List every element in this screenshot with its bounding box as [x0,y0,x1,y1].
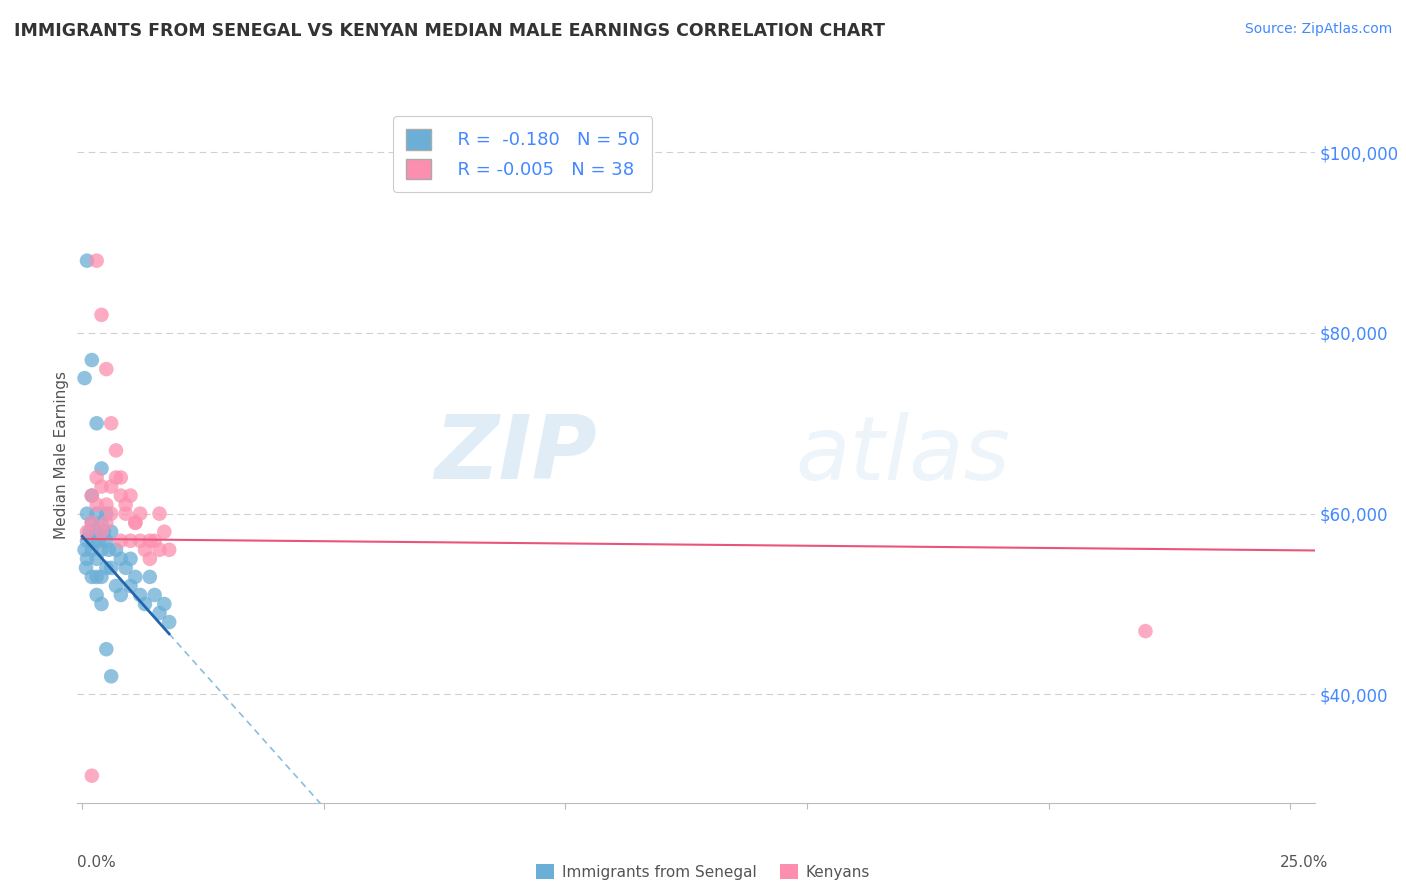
Point [96,642,118,657]
Text: ZIP: ZIP [434,411,598,499]
Point [148,507,170,521]
Point [90,308,112,322]
Point [86,498,108,512]
Legend: Immigrants from Senegal, Kenyans: Immigrants from Senegal, Kenyans [531,859,875,884]
Point [76,551,98,566]
Point [114,498,136,512]
Point [100,524,122,539]
Point [105,542,127,557]
Point [1135,624,1157,639]
Point [157,542,180,557]
Point [96,507,118,521]
Point [129,588,152,602]
Point [86,570,108,584]
Point [90,597,112,611]
Point [110,551,132,566]
Point [153,524,176,539]
Y-axis label: Median Male Earnings: Median Male Earnings [53,371,69,539]
Point [100,669,122,683]
Point [96,533,118,548]
Point [100,561,122,575]
Point [148,606,170,620]
Point [139,533,162,548]
Point [105,579,127,593]
Point [90,479,112,493]
Point [80,769,103,783]
Point [100,479,122,493]
Point [73,371,96,385]
Point [79,524,101,539]
Text: Source: ZipAtlas.com: Source: ZipAtlas.com [1244,22,1392,37]
Point [80,489,103,503]
Point [75,561,97,575]
Point [120,489,142,503]
Point [139,570,162,584]
Point [134,542,156,557]
Point [86,588,108,602]
Point [139,551,162,566]
Point [76,524,98,539]
Point [124,516,146,530]
Point [110,489,132,503]
Point [110,470,132,484]
Point [90,461,112,475]
Point [96,561,118,575]
Point [76,253,98,268]
Point [86,524,108,539]
Point [83,533,105,548]
Point [73,542,96,557]
Point [86,551,108,566]
Point [110,533,132,548]
Point [114,507,136,521]
Point [100,507,122,521]
Point [105,470,127,484]
Text: IMMIGRANTS FROM SENEGAL VS KENYAN MEDIAN MALE EARNINGS CORRELATION CHART: IMMIGRANTS FROM SENEGAL VS KENYAN MEDIAN… [14,22,884,40]
Point [86,253,108,268]
Point [100,417,122,431]
Point [129,533,152,548]
Point [134,597,156,611]
Point [86,417,108,431]
Point [114,561,136,575]
Text: 0.0%: 0.0% [77,855,117,870]
Point [120,533,142,548]
Point [153,597,176,611]
Point [80,489,103,503]
Point [110,588,132,602]
Point [86,507,108,521]
Point [129,507,152,521]
Point [96,516,118,530]
Point [80,570,103,584]
Point [90,542,112,557]
Point [124,516,146,530]
Point [80,353,103,368]
Point [120,551,142,566]
Point [76,507,98,521]
Point [80,516,103,530]
Point [105,443,127,458]
Point [90,516,112,530]
Point [143,588,166,602]
Point [90,570,112,584]
Point [96,362,118,376]
Point [86,470,108,484]
Legend:   R =  -0.180   N = 50,   R = -0.005   N = 38: R = -0.180 N = 50, R = -0.005 N = 38 [394,116,652,192]
Point [80,542,103,557]
Point [157,615,180,629]
Text: 25.0%: 25.0% [1281,855,1329,870]
Text: atlas: atlas [794,412,1010,498]
Point [90,524,112,539]
Point [87,533,110,548]
Point [93,524,115,539]
Point [76,533,98,548]
Point [148,542,170,557]
Point [143,533,166,548]
Point [124,570,146,584]
Point [96,498,118,512]
Point [97,542,120,557]
Point [120,579,142,593]
Point [80,516,103,530]
